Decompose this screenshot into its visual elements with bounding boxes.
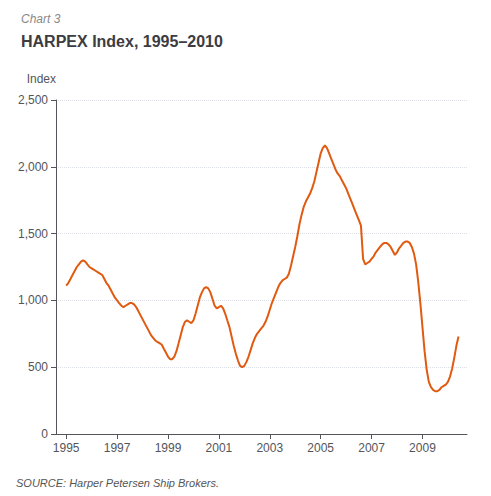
svg-text:500: 500 xyxy=(28,360,48,374)
svg-text:0: 0 xyxy=(41,427,48,441)
svg-text:1,500: 1,500 xyxy=(18,227,48,241)
svg-text:Chart 3: Chart 3 xyxy=(21,12,61,26)
svg-text:SOURCE: Harper Petersen Ship B: SOURCE: Harper Petersen Ship Brokers. xyxy=(16,477,219,489)
svg-text:2009: 2009 xyxy=(409,441,436,455)
svg-text:HARPEX Index, 1995–2010: HARPEX Index, 1995–2010 xyxy=(21,33,223,50)
svg-text:2003: 2003 xyxy=(256,441,283,455)
svg-text:2001: 2001 xyxy=(206,441,233,455)
svg-text:2005: 2005 xyxy=(307,441,334,455)
svg-text:2007: 2007 xyxy=(358,441,385,455)
svg-text:1997: 1997 xyxy=(104,441,131,455)
svg-text:2,000: 2,000 xyxy=(18,160,48,174)
svg-text:2,500: 2,500 xyxy=(18,93,48,107)
svg-text:1995: 1995 xyxy=(53,441,80,455)
svg-text:Index: Index xyxy=(27,72,56,86)
svg-text:1999: 1999 xyxy=(155,441,182,455)
svg-text:1,000: 1,000 xyxy=(18,293,48,307)
